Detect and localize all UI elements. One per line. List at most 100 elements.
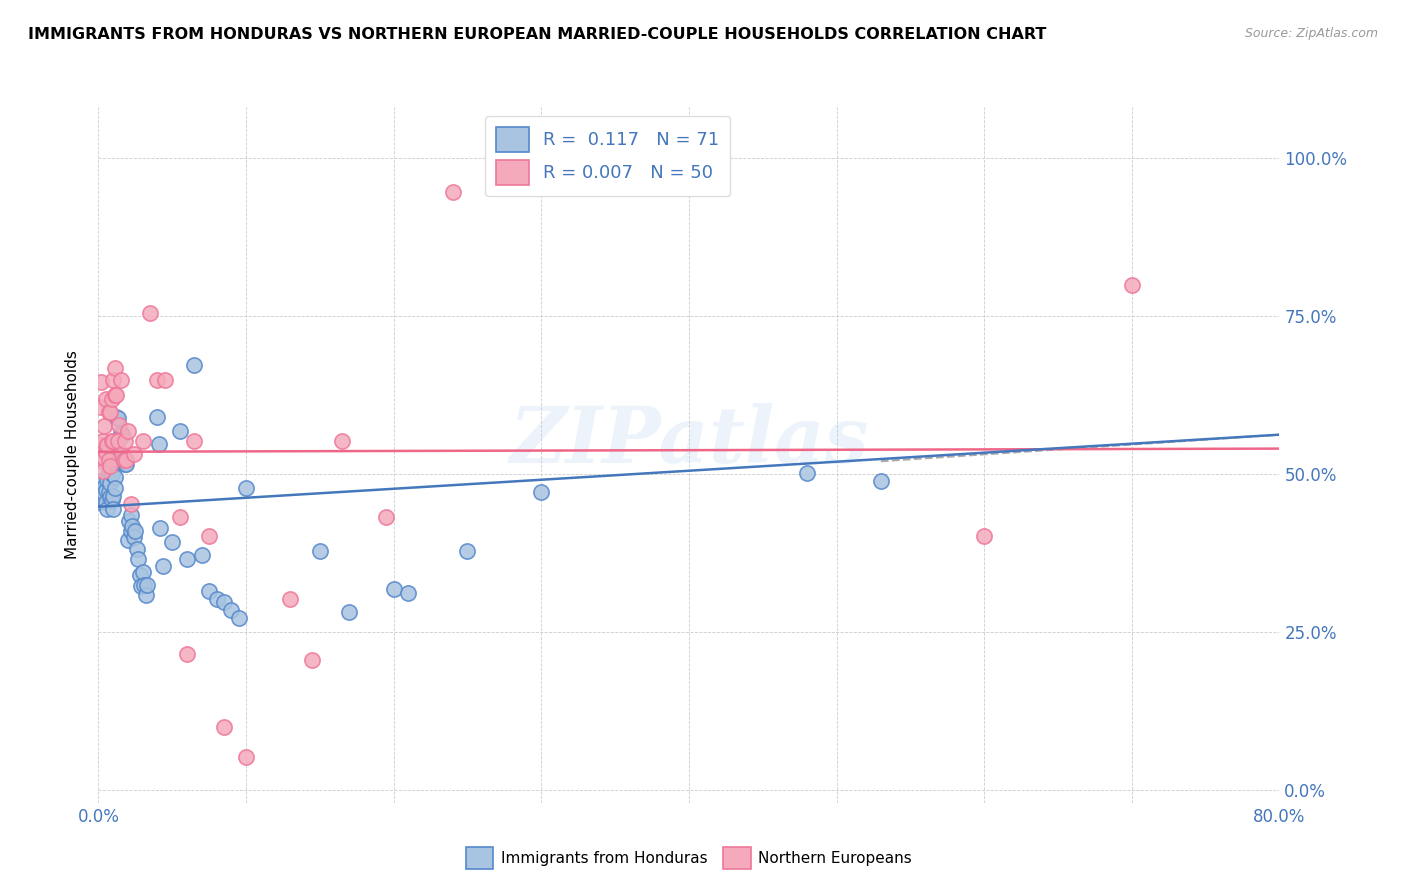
Point [110,373,132,387]
Point [146,373,169,387]
Point [108,417,131,432]
Point [212,720,235,734]
Point [118,514,141,528]
Point [110,454,132,468]
Point [183,434,205,448]
Point [112,453,135,467]
Point [114,434,136,448]
Point [104,388,127,402]
Point [107,434,129,448]
Point [89,401,111,415]
Point [115,453,138,467]
Point [94,392,117,407]
Point [104,481,127,495]
Point [973,529,995,543]
Point [198,583,221,598]
Point [396,586,419,600]
Point [120,508,142,522]
Point [441,186,464,200]
Point [90,483,112,497]
Point [105,442,128,456]
Point [110,425,132,440]
Point [152,558,174,573]
Point [104,470,127,484]
Point [176,552,198,566]
Point [98,476,121,491]
Point [96,501,118,516]
Point [205,592,228,607]
Point [149,521,172,535]
Point [128,568,150,582]
Point [94,495,117,509]
Point [120,497,142,511]
Point [278,592,302,607]
Point [94,444,117,458]
Point [198,529,221,543]
Point [146,409,169,424]
Point [869,475,891,489]
Point [148,436,170,450]
Point [115,458,138,472]
Point [103,501,125,516]
Point [301,653,323,667]
Point [122,447,145,461]
Point [91,464,114,478]
Point [132,565,155,579]
Point [96,473,118,487]
Point [135,588,157,602]
Point [93,486,115,500]
Point [169,509,191,524]
Point [212,595,235,609]
Point [191,548,214,562]
Point [153,373,176,387]
Text: IMMIGRANTS FROM HONDURAS VS NORTHERN EUROPEAN MARRIED-COUPLE HOUSEHOLDS CORRELAT: IMMIGRANTS FROM HONDURAS VS NORTHERN EUR… [28,27,1046,42]
Legend: Immigrants from Honduras, Northern Europeans: Immigrants from Honduras, Northern Europ… [460,841,918,875]
Point [228,611,250,625]
Text: ZIPatlas: ZIPatlas [509,403,869,479]
Point [125,541,148,556]
Point [89,495,111,509]
Point [97,484,120,499]
Point [183,358,205,372]
Point [132,434,155,448]
Point [330,434,353,448]
Point [162,535,183,549]
Y-axis label: Married-couple Households: Married-couple Households [65,351,80,559]
Point [90,489,112,503]
Point [103,373,125,387]
Point [111,427,134,442]
Point [129,579,152,593]
Text: Source: ZipAtlas.com: Source: ZipAtlas.com [1244,27,1378,40]
Point [91,473,114,487]
Point [1121,278,1143,293]
Point [121,518,143,533]
Point [98,491,121,505]
Point [122,530,145,544]
Point [235,481,257,495]
Point [107,453,129,467]
Point [93,479,115,493]
Point [114,458,136,472]
Point [117,533,139,548]
Point [235,750,257,764]
Point [93,419,115,434]
Point [530,484,553,499]
Point [100,434,122,448]
Point [89,453,111,467]
Point [136,577,159,591]
Point [339,605,360,619]
Point [94,483,117,497]
Point [100,467,122,481]
Point [108,432,131,446]
Point [97,453,120,467]
Point [93,451,115,466]
Point [124,524,146,538]
Point [796,466,818,480]
Point [97,464,120,478]
Point [107,411,129,425]
Point [91,434,114,448]
Point [103,489,125,503]
Point [105,409,128,424]
Point [100,392,122,407]
Point [96,438,118,452]
